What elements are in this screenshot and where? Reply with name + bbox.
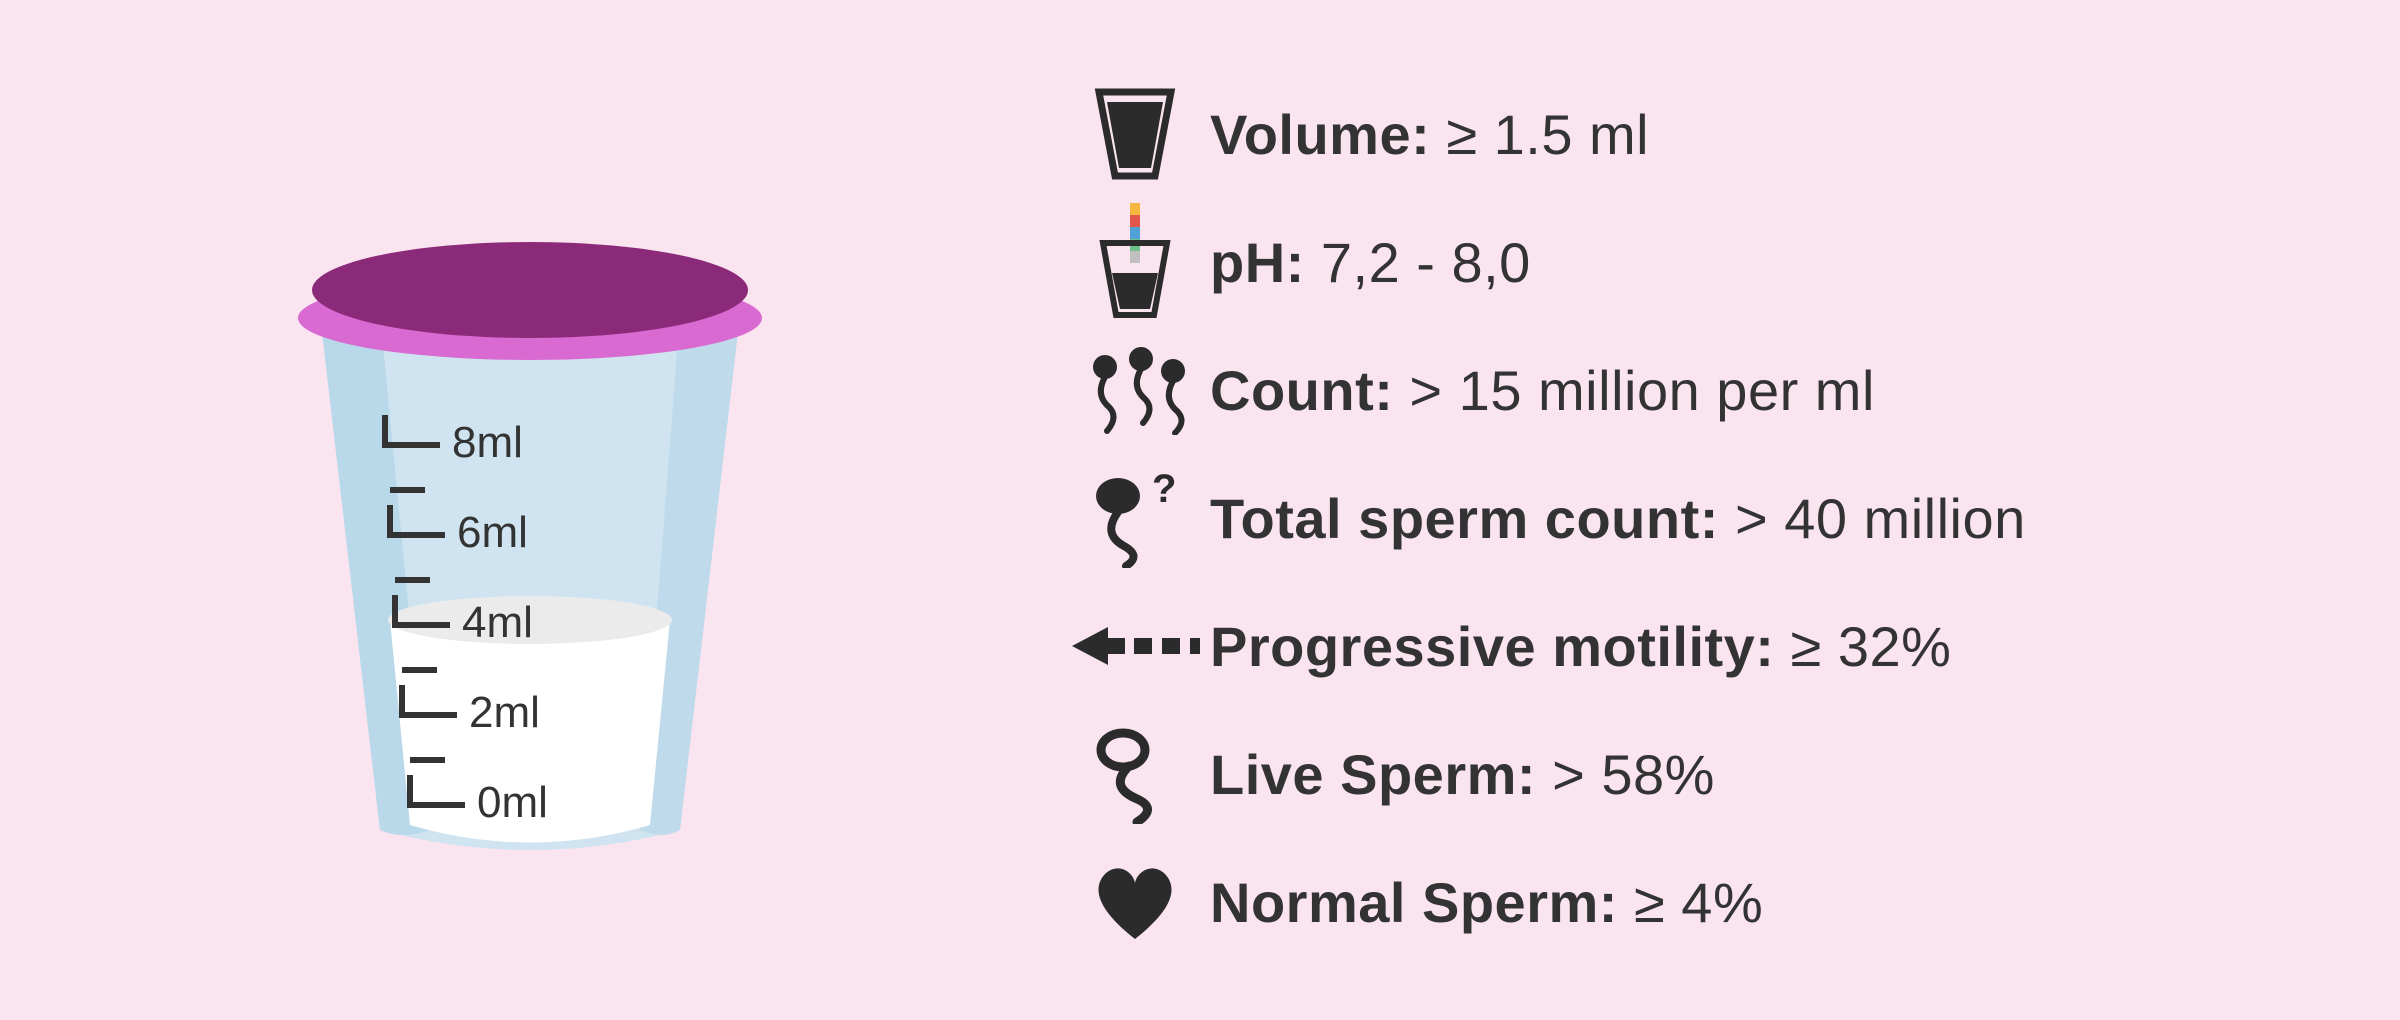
heart-icon bbox=[1060, 861, 1210, 943]
sample-cup-svg: 8ml 6ml 4ml 2ml 0ml bbox=[260, 190, 800, 870]
param-label: Volume: bbox=[1210, 103, 1430, 166]
param-text: pH: 7,2 - 8,0 bbox=[1210, 230, 1531, 295]
scale-label: 2ml bbox=[469, 688, 540, 737]
param-label: Progressive motility: bbox=[1210, 615, 1774, 678]
param-row-live: Live Sperm: > 58% bbox=[1060, 710, 2360, 838]
param-text: Progressive motility: ≥ 32% bbox=[1210, 614, 1951, 679]
param-value: > 15 million per ml bbox=[1409, 359, 1874, 422]
scale-label: 8ml bbox=[452, 418, 523, 467]
param-label: Live Sperm: bbox=[1210, 743, 1536, 806]
param-row-normal: Normal Sperm: ≥ 4% bbox=[1060, 838, 2360, 966]
param-label: Normal Sperm: bbox=[1210, 871, 1618, 934]
parameter-list: Volume: ≥ 1.5 ml bbox=[1060, 70, 2360, 966]
param-row-volume: Volume: ≥ 1.5 ml bbox=[1060, 70, 2360, 198]
param-label: Total sperm count: bbox=[1210, 487, 1719, 550]
param-value: > 40 million bbox=[1735, 487, 2026, 550]
param-row-count: Count: > 15 million per ml bbox=[1060, 326, 2360, 454]
param-text: Volume: ≥ 1.5 ml bbox=[1210, 102, 1649, 167]
svg-text:?: ? bbox=[1152, 468, 1176, 511]
ph-icon bbox=[1060, 203, 1210, 321]
param-label: Count: bbox=[1210, 359, 1393, 422]
param-label: pH: bbox=[1210, 231, 1305, 294]
infographic-canvas: 8ml 6ml 4ml 2ml 0ml Volume: ≥ 1.5 ml bbox=[0, 0, 2400, 1020]
volume-icon bbox=[1060, 86, 1210, 182]
cup-lid-top bbox=[312, 242, 748, 338]
param-text: Count: > 15 million per ml bbox=[1210, 358, 1875, 423]
sperm-multi-icon bbox=[1060, 345, 1210, 435]
scale-label: 0ml bbox=[477, 778, 548, 827]
sperm-question-icon: ? bbox=[1060, 468, 1210, 568]
param-row-motility: Progressive motility: ≥ 32% bbox=[1060, 582, 2360, 710]
param-row-ph: pH: 7,2 - 8,0 bbox=[1060, 198, 2360, 326]
scale-label: 4ml bbox=[462, 598, 533, 647]
param-value: > 58% bbox=[1552, 743, 1715, 806]
direction-arrow-icon bbox=[1060, 621, 1210, 671]
param-value: ≥ 1.5 ml bbox=[1446, 103, 1649, 166]
sperm-outline-icon bbox=[1060, 724, 1210, 824]
param-value: 7,2 - 8,0 bbox=[1321, 231, 1531, 294]
param-text: Normal Sperm: ≥ 4% bbox=[1210, 870, 1763, 935]
sample-cup-illustration: 8ml 6ml 4ml 2ml 0ml bbox=[260, 190, 800, 870]
param-text: Total sperm count: > 40 million bbox=[1210, 486, 2026, 551]
param-text: Live Sperm: > 58% bbox=[1210, 742, 1715, 807]
param-row-total: ? Total sperm count: > 40 million bbox=[1060, 454, 2360, 582]
scale-label: 6ml bbox=[457, 508, 528, 557]
param-value: ≥ 4% bbox=[1634, 871, 1763, 934]
param-value: ≥ 32% bbox=[1791, 615, 1952, 678]
